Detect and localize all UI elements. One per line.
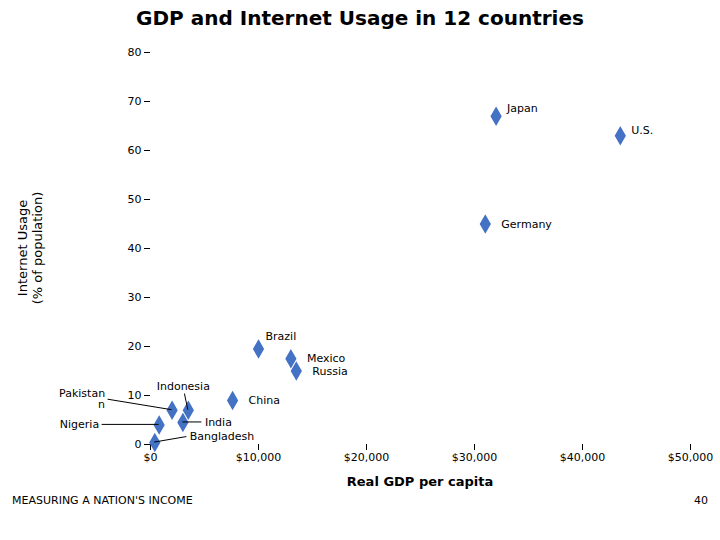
svg-text:0: 0 — [135, 438, 142, 451]
svg-text:Russia: Russia — [312, 365, 347, 378]
svg-text:40: 40 — [128, 242, 142, 255]
svg-text:$10,000: $10,000 — [236, 451, 282, 464]
svg-text:60: 60 — [128, 144, 142, 157]
svg-text:30: 30 — [128, 291, 142, 304]
svg-text:50: 50 — [128, 193, 142, 206]
svg-text:U.S.: U.S. — [631, 124, 653, 137]
svg-text:Indonesia: Indonesia — [157, 380, 210, 393]
svg-text:Internet Usage(% of population: Internet Usage(% of population) — [15, 192, 46, 304]
html-text:GDP and Internet Usage in 12 c: GDP and Internet Usage in 12 countries — [136, 6, 584, 30]
svg-text:$50,000: $50,000 — [668, 451, 714, 464]
svg-text:80: 80 — [128, 46, 142, 59]
svg-text:Bangladesh: Bangladesh — [190, 430, 255, 443]
svg-text:$30,000: $30,000 — [452, 451, 498, 464]
svg-text:Real GDP per capita: Real GDP per capita — [347, 474, 493, 489]
svg-text:$0: $0 — [144, 451, 158, 464]
svg-text:$40,000: $40,000 — [560, 451, 606, 464]
svg-text:Mexico: Mexico — [307, 352, 346, 365]
svg-text:70: 70 — [128, 95, 142, 108]
svg-text:Nigeria: Nigeria — [60, 418, 99, 431]
svg-text:Pakistann: Pakistann — [59, 387, 105, 411]
svg-text:20: 20 — [128, 340, 142, 353]
svg-text:India: India — [205, 416, 232, 429]
svg-text:Germany: Germany — [501, 218, 552, 231]
html-text:MEASURING A NATION'S INCOME: MEASURING A NATION'S INCOME — [12, 494, 193, 507]
svg-text:10: 10 — [128, 389, 142, 402]
svg-text:$20,000: $20,000 — [344, 451, 390, 464]
svg-text:China: China — [249, 394, 280, 407]
svg-text:Japan: Japan — [506, 102, 538, 115]
svg-text:Brazil: Brazil — [266, 330, 297, 343]
html-text:40: 40 — [694, 494, 708, 507]
